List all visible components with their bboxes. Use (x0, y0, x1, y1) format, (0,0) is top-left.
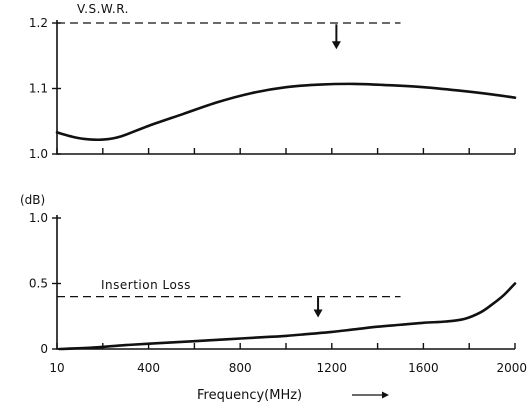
x-axis-title: Frequency(MHz) (197, 388, 302, 403)
arrow-head (313, 309, 323, 318)
right-arrow-head (382, 391, 389, 399)
y-tick-label: 1.1 (29, 82, 48, 96)
insertion-loss-annotation: Insertion Loss (101, 278, 191, 292)
vswr-annotation: V.S.W.R. (77, 2, 129, 16)
x-tick-label: 400 (137, 361, 160, 375)
x-tick-label: 800 (229, 361, 252, 375)
insertion-loss-curve (57, 282, 517, 351)
vswr-curve (55, 82, 517, 142)
x-axis-title-arrow (352, 391, 389, 399)
x-tick-label: 10 (49, 361, 64, 375)
insertion-loss-x-ticks (56, 343, 516, 349)
x-tick-label: 1200 (317, 361, 348, 375)
insertion-loss-limit-arrow (313, 297, 323, 318)
vswr-y-ticks: 1.0 1.1 1.2 (29, 16, 61, 161)
y-tick-label: 1.2 (29, 16, 48, 30)
vswr-limit-arrow (331, 24, 341, 50)
x-tick-labels: 10 400 800 1200 1600 2000 (49, 361, 527, 375)
y-tick-label: 0 (40, 342, 48, 356)
vswr-x-ticks (56, 148, 516, 154)
insertion-loss-y-ticks: 0 0.5 1.0 (29, 211, 61, 356)
x-tick-label: 2000 (496, 361, 527, 375)
vswr-panel: V.S.W.R. 1.0 1.1 1.2 (29, 2, 517, 161)
y-tick-label: 0.5 (29, 277, 48, 291)
y-tick-label: 1.0 (29, 211, 48, 225)
insertion-loss-y-unit: (dB) (20, 193, 45, 207)
insertion-loss-panel: (dB) Insertion Loss 0 0.5 1.0 10 400 800 1200… (20, 193, 527, 403)
x-tick-label: 1600 (408, 361, 439, 375)
arrow-head (331, 41, 341, 50)
y-tick-label: 1.0 (29, 147, 48, 161)
